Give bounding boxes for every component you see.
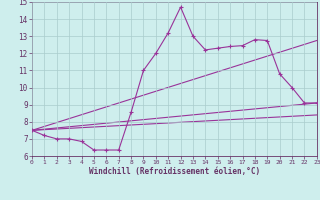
X-axis label: Windchill (Refroidissement éolien,°C): Windchill (Refroidissement éolien,°C) xyxy=(89,167,260,176)
